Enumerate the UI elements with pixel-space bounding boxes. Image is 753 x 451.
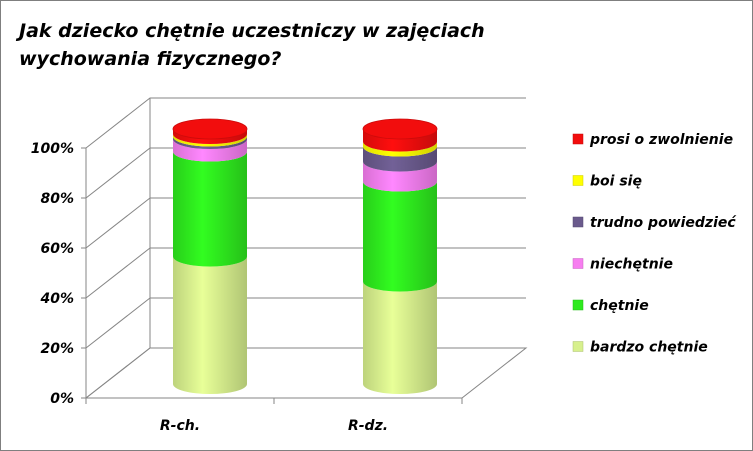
bar-segment-1-1 — [363, 181, 437, 292]
legend-label: prosi o zwolnienie — [589, 132, 733, 148]
gridline — [85, 247, 526, 299]
gridline — [85, 297, 526, 349]
bar-segment-0-5 — [173, 129, 247, 144]
bar-top-cap-1 — [362, 118, 438, 140]
y-tick-label: 20% — [40, 341, 74, 357]
legend-label: trudno powiedzieć — [590, 215, 737, 231]
legend-swatch — [572, 133, 584, 145]
chart-floor — [84, 347, 528, 399]
legend-swatch — [572, 299, 584, 311]
y-tick-label: 100% — [31, 141, 74, 157]
gridline — [85, 97, 526, 149]
x-tick-label: R-ch. — [160, 418, 200, 434]
bar-segment-1-4 — [363, 141, 437, 157]
bar-segment-0-1 — [173, 151, 247, 267]
bar-segment-1-2 — [363, 161, 437, 192]
legend-label: bardzo chętnie — [590, 340, 708, 356]
y-tick-label: 0% — [50, 391, 74, 407]
bar-segment-1-3 — [363, 146, 437, 172]
gridline — [85, 197, 526, 249]
bar-segment-0-2 — [173, 139, 247, 162]
y-tick-label: 80% — [40, 191, 74, 207]
legend-swatch — [572, 175, 584, 186]
legend-label: boi się — [590, 174, 642, 190]
bar-segment-1-0 — [363, 281, 437, 394]
chart-title: Jak dziecko chętnie uczestniczy w zajęci… — [19, 20, 485, 70]
y-tick-label: 40% — [39, 291, 74, 307]
bar-segment-0-0 — [173, 256, 247, 394]
legend-swatch — [572, 258, 584, 269]
legend-label: niechętnie — [590, 257, 673, 273]
bar-segment-0-4 — [173, 134, 247, 147]
x-tick-label: R-dz. — [348, 418, 388, 434]
legend-label: chętnie — [590, 298, 649, 314]
bar-segment-0-3 — [173, 136, 247, 149]
bar-top-cap-0 — [172, 118, 248, 140]
bar-segment-1-5 — [363, 129, 437, 152]
y-tick-label: 60% — [40, 241, 74, 257]
gridline — [85, 147, 526, 199]
legend-swatch — [572, 341, 584, 352]
legend-swatch — [572, 216, 584, 228]
